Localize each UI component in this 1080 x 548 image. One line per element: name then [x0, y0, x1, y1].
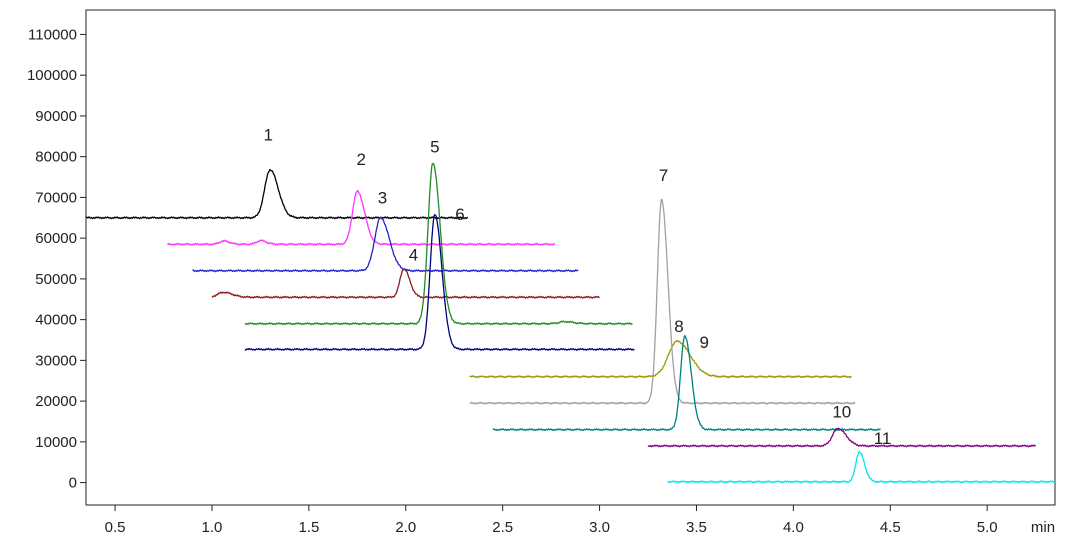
- series-8-trace: [469, 198, 856, 405]
- series-3-trace: [192, 216, 579, 273]
- series-7-trace: [469, 339, 852, 379]
- x-tick-label: 2.5: [492, 519, 513, 536]
- y-tick-label: 100000: [27, 67, 77, 84]
- x-tick-label: 2.0: [395, 519, 416, 536]
- traces-group: [85, 162, 1056, 484]
- peak-label-8: 8: [674, 317, 683, 336]
- series-2-trace: [167, 190, 556, 246]
- x-tick-label: 3.5: [686, 519, 707, 536]
- peak-label-10: 10: [832, 402, 851, 421]
- y-tick-label: 70000: [35, 189, 77, 206]
- series-11-trace: [666, 450, 1056, 484]
- peak-labels-group: 1 2 3 4 5 6 7 89 10 11: [263, 125, 891, 448]
- peak-label-4: 4: [409, 246, 418, 265]
- x-tick-label: 0.5: [105, 519, 126, 536]
- y-tick-label: 90000: [35, 108, 77, 125]
- peak-label-7: 7: [659, 166, 668, 185]
- peak-label-6: 6: [455, 205, 464, 224]
- plot-border: [85, 9, 1056, 506]
- y-tick-label: 50000: [35, 271, 77, 288]
- y-tick-label: 20000: [35, 393, 77, 410]
- y-tick-label: 110000: [28, 26, 77, 43]
- series-4-trace: [211, 268, 600, 299]
- series-5-trace: [244, 162, 633, 326]
- peak-label-9: 9: [699, 333, 708, 352]
- series-6-trace: [244, 213, 635, 352]
- y-tick-label: 30000: [35, 352, 77, 369]
- x-tick-label: 3.0: [589, 519, 610, 536]
- y-tick-label: 10000: [35, 434, 77, 451]
- y-axis: 0 10000 20000 30000 40000 50000 60000 70000 8000…: [27, 26, 86, 492]
- y-tick-label: 80000: [35, 149, 77, 166]
- x-tick-label: 5.0: [977, 519, 998, 536]
- peak-label-11: 11: [874, 429, 892, 448]
- peak-label-2: 2: [356, 150, 365, 169]
- x-axis-unit-label: min: [1031, 519, 1055, 536]
- y-tick-label: 60000: [35, 230, 77, 247]
- y-tick-label: 40000: [35, 312, 77, 329]
- plot-frame: [85, 9, 1056, 506]
- x-tick-label: 4.5: [880, 519, 901, 536]
- series-9-trace: [492, 334, 881, 432]
- x-tick-label: 4.0: [783, 519, 804, 536]
- series-1-trace: [85, 168, 469, 220]
- peak-label-3: 3: [378, 189, 387, 208]
- x-tick-label: 1.5: [298, 519, 319, 536]
- x-axis: 0.5 1.0 1.5 2.0 2.5 3.0 3.5 4.0 4.5 5.0: [105, 505, 998, 536]
- y-tick-label: 0: [69, 475, 77, 492]
- series-10-trace: [647, 427, 1037, 448]
- peak-label-1: 1: [263, 125, 272, 144]
- peak-label-5: 5: [430, 138, 439, 157]
- x-tick-label: 1.0: [202, 519, 223, 536]
